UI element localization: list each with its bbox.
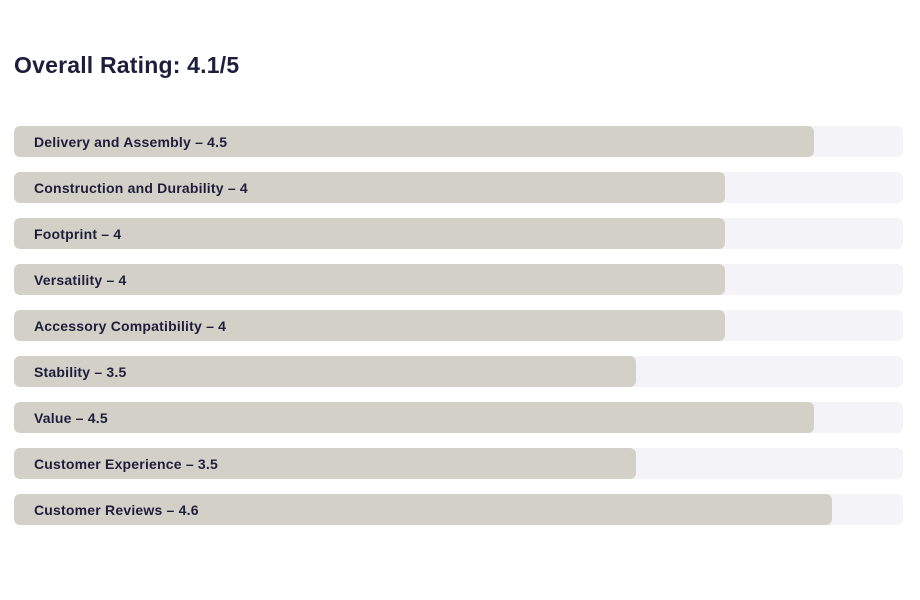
- rating-bar-fill: Value – 4.5: [14, 402, 815, 433]
- rating-bar-track: Delivery and Assembly – 4.5: [14, 126, 903, 157]
- rating-bar-track: Footprint – 4: [14, 218, 903, 249]
- rating-bar-label: Customer Reviews – 4.6: [34, 501, 199, 518]
- rating-bar-fill: Construction and Durability – 4: [14, 172, 726, 203]
- rating-bar-fill: Footprint – 4: [14, 218, 726, 249]
- rating-bar-label: Construction and Durability – 4: [34, 179, 248, 196]
- rating-bar-fill: Delivery and Assembly – 4.5: [14, 126, 815, 157]
- rating-bar-track: Construction and Durability – 4: [14, 172, 903, 203]
- rating-bar-track: Versatility – 4: [14, 264, 903, 295]
- rating-bar-track: Customer Reviews – 4.6: [14, 494, 903, 525]
- rating-bar-fill: Accessory Compatibility – 4: [14, 310, 726, 341]
- rating-bar-fill: Stability – 3.5: [14, 356, 637, 387]
- ratings-bar-chart: Delivery and Assembly – 4.5 Construction …: [14, 126, 903, 525]
- rating-bar-fill: Versatility – 4: [14, 264, 726, 295]
- rating-bar-label: Stability – 3.5: [34, 363, 127, 380]
- page-title: Overall Rating: 4.1/5: [14, 52, 240, 78]
- rating-bar-label: Footprint – 4: [34, 225, 122, 242]
- ratings-panel: Overall Rating: 4.1/5 Delivery and Assem…: [14, 52, 903, 525]
- rating-bar-track: Customer Experience – 3.5: [14, 448, 903, 479]
- rating-bar-label: Accessory Compatibility – 4: [34, 317, 227, 334]
- rating-bar-track: Accessory Compatibility – 4: [14, 310, 903, 341]
- rating-bar-label: Delivery and Assembly – 4.5: [34, 133, 228, 150]
- rating-bar-label: Customer Experience – 3.5: [34, 455, 218, 472]
- rating-bar-fill: Customer Reviews – 4.6: [14, 494, 832, 525]
- rating-bar-track: Stability – 3.5: [14, 356, 903, 387]
- rating-bar-label: Versatility – 4: [34, 271, 127, 288]
- rating-bar-fill: Customer Experience – 3.5: [14, 448, 637, 479]
- rating-bar-label: Value – 4.5: [34, 409, 108, 426]
- rating-bar-track: Value – 4.5: [14, 402, 903, 433]
